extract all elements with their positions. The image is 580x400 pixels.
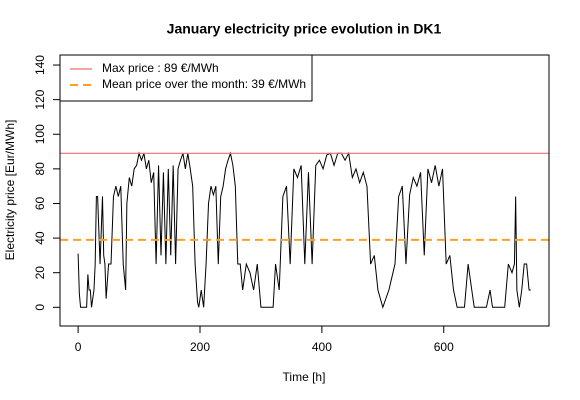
price-line: [77, 151, 531, 309]
chart-title: January electricity price evolution in D…: [167, 21, 442, 37]
y-tick-label: 140: [33, 55, 47, 75]
y-tick-label: 120: [33, 89, 47, 109]
y-tick-label: 40: [33, 231, 47, 245]
x-tick-label: 200: [190, 340, 210, 354]
x-tick-label: 600: [434, 340, 454, 354]
y-tick-label: 0: [33, 304, 47, 311]
legend-box: [59, 54, 313, 102]
x-axis-label: Time [h]: [283, 370, 326, 384]
y-tick-label: 80: [33, 162, 47, 176]
y-axis-label: Electricity price [Eur/MWh]: [3, 120, 17, 261]
x-tick-label: 400: [312, 340, 332, 354]
y-tick-label: 60: [33, 196, 47, 210]
legend-label: Max price : 89 €/MWh: [102, 61, 219, 75]
y-tick-label: 100: [33, 124, 47, 144]
x-tick-label: 0: [75, 340, 82, 354]
legend-label: Mean price over the month: 39 €/MWh: [102, 77, 306, 91]
y-tick-label: 20: [33, 266, 47, 280]
